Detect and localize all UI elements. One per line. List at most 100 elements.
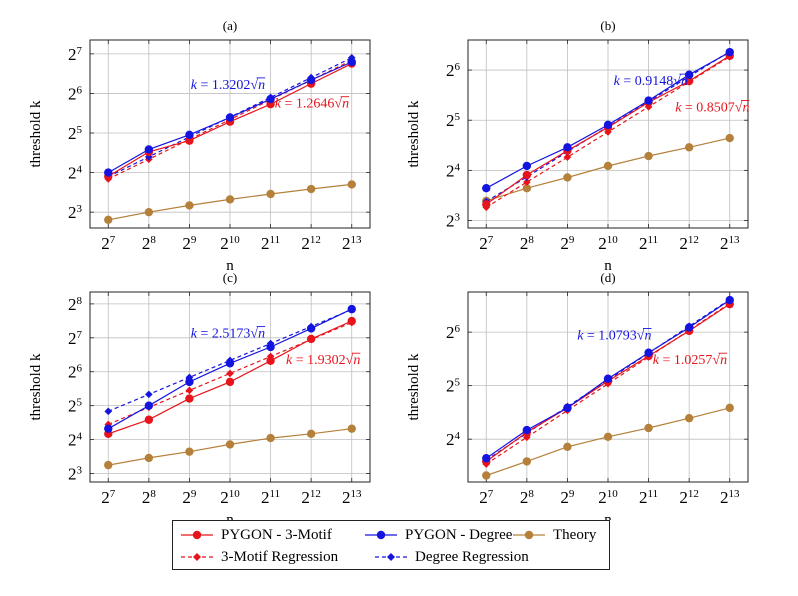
- x-tick-label: 212: [301, 488, 321, 507]
- x-tick-label: 213: [720, 234, 740, 253]
- regression-annotation: k = 1.0793√n: [577, 329, 651, 344]
- data-point: [306, 324, 316, 333]
- data-point: [104, 215, 113, 224]
- data-point: [644, 96, 653, 105]
- y-tick-label: 24: [68, 164, 83, 183]
- data-point: [347, 424, 356, 433]
- series-theory: [482, 133, 734, 206]
- x-axis-label: n: [604, 258, 612, 274]
- y-tick-label: 24: [446, 161, 461, 180]
- legend-swatch-3-motif-regression: [181, 553, 213, 561]
- series-pygon-degree: [104, 304, 356, 433]
- data-point: [266, 189, 275, 199]
- data-point: [684, 143, 694, 152]
- legend-marker-theory: [524, 530, 534, 540]
- y-tick-label: 25: [446, 377, 461, 396]
- x-axis-label: n: [226, 258, 234, 274]
- legend-item-degree-regression: Degree Regression: [373, 546, 529, 568]
- data-point: [482, 454, 491, 463]
- x-tick-label: 210: [598, 488, 618, 507]
- series-pygon-degree: [482, 47, 734, 193]
- y-tick-label: 28: [68, 295, 83, 314]
- data-point: [185, 447, 194, 456]
- chart-panel-c: 27 28 29 210 211 212 213 23 24 25 26 27 28 (c) n thresh…: [28, 270, 371, 520]
- chart-title: (b): [600, 18, 615, 33]
- legend-item-3-motif: PYGON - 3-Motif: [179, 524, 332, 546]
- y-tick-label: 26: [446, 323, 461, 342]
- data-point: [604, 128, 612, 136]
- legend-label-theory: Theory: [553, 526, 597, 543]
- data-point: [482, 184, 491, 193]
- data-point: [725, 295, 734, 305]
- x-tick-label: 29: [182, 234, 197, 253]
- data-point: [144, 453, 154, 463]
- regression-annotation: k = 0.8507√n: [675, 100, 749, 115]
- legend-item-degree: PYGON - Degree: [363, 524, 512, 546]
- x-tick-label: 28: [520, 488, 535, 507]
- data-point: [225, 113, 235, 122]
- x-tick-label: 27: [101, 234, 116, 253]
- x-axis-label: n: [226, 512, 234, 520]
- y-tick-label: 27: [68, 45, 83, 64]
- x-tick-label: 210: [220, 488, 240, 507]
- data-point: [523, 433, 531, 442]
- y-tick-label: 23: [446, 211, 461, 230]
- data-point: [684, 413, 694, 423]
- data-point: [185, 394, 194, 403]
- data-point: [266, 94, 275, 104]
- data-point: [725, 133, 734, 143]
- regression-annotation: k = 1.9302√n: [286, 353, 360, 368]
- y-tick-label: 26: [68, 84, 83, 103]
- series-pygon-3-motif: [104, 316, 356, 439]
- data-point: [684, 70, 694, 79]
- x-tick-label: 210: [598, 234, 618, 253]
- regression-annotation: k = 0.9148√n: [614, 74, 688, 89]
- data-point: [603, 161, 613, 171]
- data-point: [725, 47, 734, 57]
- data-point: [104, 460, 113, 470]
- y-tick-label: 26: [446, 61, 461, 80]
- data-point: [306, 429, 316, 439]
- data-point: [266, 356, 275, 366]
- data-point: [522, 457, 532, 466]
- x-tick-label: 28: [142, 234, 157, 253]
- x-tick-label: 29: [560, 488, 575, 507]
- regression-annotation: k = 1.3202√n: [191, 78, 265, 93]
- legend-label-3-motif-regression: 3-Motif Regression: [221, 548, 339, 565]
- x-tick-label: 28: [520, 234, 535, 253]
- data-point: [225, 359, 235, 368]
- legend-item-3-motif-regression: 3-Motif Regression: [179, 546, 338, 568]
- data-point: [347, 57, 356, 67]
- data-point: [185, 386, 194, 395]
- legend-swatch-degree-regression: [375, 553, 407, 561]
- regression-annotation: k = 1.0257√n: [653, 353, 727, 368]
- data-point: [306, 75, 316, 85]
- data-point: [225, 440, 235, 449]
- y-tick-label: 26: [68, 363, 83, 382]
- data-point: [266, 342, 275, 352]
- series-theory: [104, 180, 356, 224]
- data-point: [563, 403, 572, 413]
- data-point: [225, 377, 235, 387]
- y-tick-label: 25: [446, 111, 461, 130]
- x-tick-label: 211: [261, 488, 280, 507]
- y-tick-label: 23: [68, 203, 83, 222]
- data-point: [522, 170, 532, 180]
- data-point: [144, 145, 154, 154]
- data-point: [145, 390, 153, 399]
- data-point: [185, 136, 194, 145]
- data-point: [725, 403, 734, 413]
- data-point: [347, 316, 356, 326]
- y-tick-label: 27: [68, 329, 83, 348]
- data-point: [563, 173, 572, 182]
- series-theory: [104, 424, 356, 470]
- legend-label-degree: PYGON - Degree: [405, 526, 513, 543]
- x-tick-label: 211: [639, 488, 658, 507]
- x-tick-label: 212: [679, 488, 699, 507]
- data-point: [225, 195, 235, 204]
- data-point: [684, 323, 694, 332]
- y-axis-label: threshold k: [28, 353, 44, 421]
- legend-swatch-3-motif: [181, 530, 213, 540]
- chart-title: (c): [223, 270, 237, 285]
- data-point: [104, 424, 113, 433]
